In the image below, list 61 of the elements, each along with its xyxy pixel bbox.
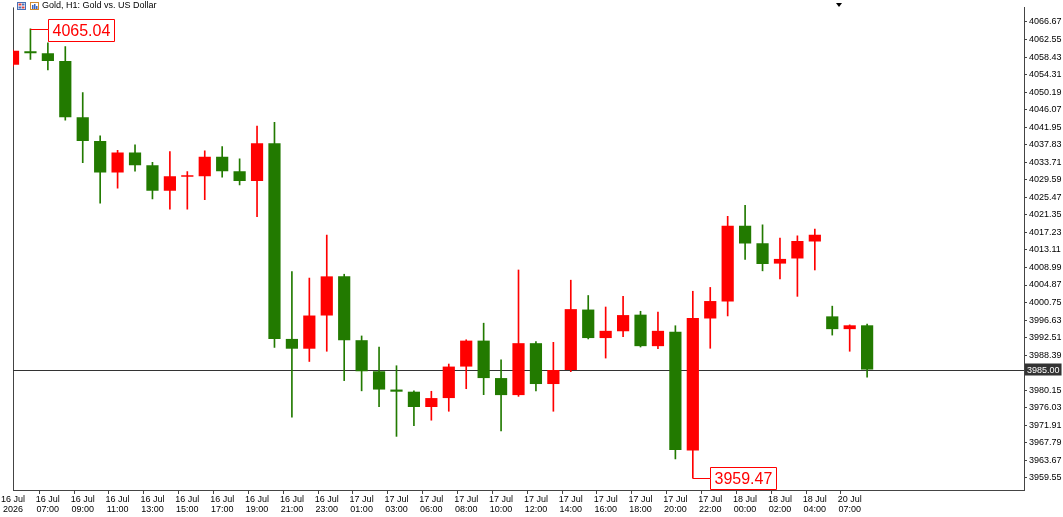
candlestick bbox=[773, 237, 787, 280]
y-tick-label: 4008.99 bbox=[1029, 261, 1062, 272]
y-tick-label: 3988.39 bbox=[1029, 349, 1062, 360]
y-tick-label: 3963.67 bbox=[1029, 454, 1062, 465]
x-tick-label: 18 Jul 00:00 bbox=[733, 494, 758, 515]
x-tick-label: 16 Jul 13:00 bbox=[140, 494, 165, 515]
x-tick-label: 16 Jul 11:00 bbox=[105, 494, 130, 515]
x-tick-label: 16 Jul 2026 bbox=[0, 494, 26, 515]
y-tick-label: 4062.55 bbox=[1029, 34, 1062, 45]
x-tick-label: 17 Jul 01:00 bbox=[349, 494, 374, 515]
y-tick-label: 4066.67 bbox=[1029, 16, 1062, 27]
y-tick-label: 3980.15 bbox=[1029, 384, 1062, 395]
y-tick-label: 4046.07 bbox=[1029, 104, 1062, 115]
y-tick-label: 4025.47 bbox=[1029, 191, 1062, 202]
y-tick-label: 3967.79 bbox=[1029, 437, 1062, 448]
y-tick-label: 4017.23 bbox=[1029, 226, 1062, 237]
y-tick-label: 4033.71 bbox=[1029, 156, 1062, 167]
x-tick-label: 17 Jul 18:00 bbox=[628, 494, 653, 515]
y-tick-label: 4021.35 bbox=[1029, 209, 1062, 220]
x-tick-label: 16 Jul 09:00 bbox=[70, 494, 95, 515]
y-tick-label: 3976.03 bbox=[1029, 402, 1062, 413]
y-tick-label: 4004.87 bbox=[1029, 279, 1062, 290]
annotation: 3959.47 bbox=[714, 469, 773, 487]
x-tick-label: 17 Jul 03:00 bbox=[384, 494, 409, 515]
x-tick-label: 17 Jul 20:00 bbox=[663, 494, 688, 515]
x-tick-label: 16 Jul 07:00 bbox=[35, 494, 60, 515]
x-tick-label: 20 Jul 07:00 bbox=[837, 494, 862, 515]
y-tick-label: 4050.19 bbox=[1029, 86, 1062, 97]
candlestick bbox=[494, 359, 508, 432]
chart-title: Gold, H1: Gold vs. US Dollar bbox=[42, 0, 157, 11]
y-tick-label: 4037.83 bbox=[1029, 139, 1062, 150]
x-tick-label: 17 Jul 06:00 bbox=[419, 494, 444, 515]
candlestick bbox=[843, 324, 856, 352]
candlestick bbox=[163, 151, 176, 210]
y-tick-label: 3996.63 bbox=[1029, 314, 1062, 325]
x-tick-label: 16 Jul 23:00 bbox=[314, 494, 339, 515]
x-tick-label: 16 Jul 17:00 bbox=[210, 494, 235, 515]
y-tick-label: 3959.55 bbox=[1029, 472, 1062, 483]
y-tick-label: 4058.43 bbox=[1029, 51, 1062, 62]
x-tick-label: 16 Jul 21:00 bbox=[279, 494, 304, 515]
candlestick bbox=[285, 271, 298, 418]
y-tick-label: 3992.51 bbox=[1029, 332, 1062, 343]
x-tick-label: 17 Jul 08:00 bbox=[454, 494, 479, 515]
y-tick-label: 4013.11 bbox=[1029, 244, 1061, 255]
candlestick bbox=[181, 171, 194, 210]
ref-line-label: 3985.00 bbox=[1027, 364, 1060, 375]
x-tick-label: 17 Jul 16:00 bbox=[593, 494, 618, 515]
x-tick-label: 18 Jul 04:00 bbox=[802, 494, 827, 515]
annotation: 4065.04 bbox=[52, 21, 111, 39]
x-tick-label: 18 Jul 02:00 bbox=[767, 494, 792, 515]
x-tick-label: 17 Jul 22:00 bbox=[698, 494, 723, 515]
y-tick-label: 3971.91 bbox=[1029, 419, 1062, 430]
y-tick-label: 4041.95 bbox=[1029, 121, 1062, 132]
x-tick-label: 16 Jul 19:00 bbox=[245, 494, 270, 515]
x-tick-label: 17 Jul 12:00 bbox=[523, 494, 548, 515]
y-tick-label: 4029.59 bbox=[1029, 174, 1062, 185]
y-tick-label: 4054.31 bbox=[1029, 69, 1062, 80]
y-tick-label: 4000.75 bbox=[1029, 297, 1062, 308]
x-tick-label: 16 Jul 15:00 bbox=[175, 494, 200, 515]
x-tick-label: 17 Jul 14:00 bbox=[558, 494, 583, 515]
x-tick-label: 17 Jul 10:00 bbox=[489, 494, 514, 515]
